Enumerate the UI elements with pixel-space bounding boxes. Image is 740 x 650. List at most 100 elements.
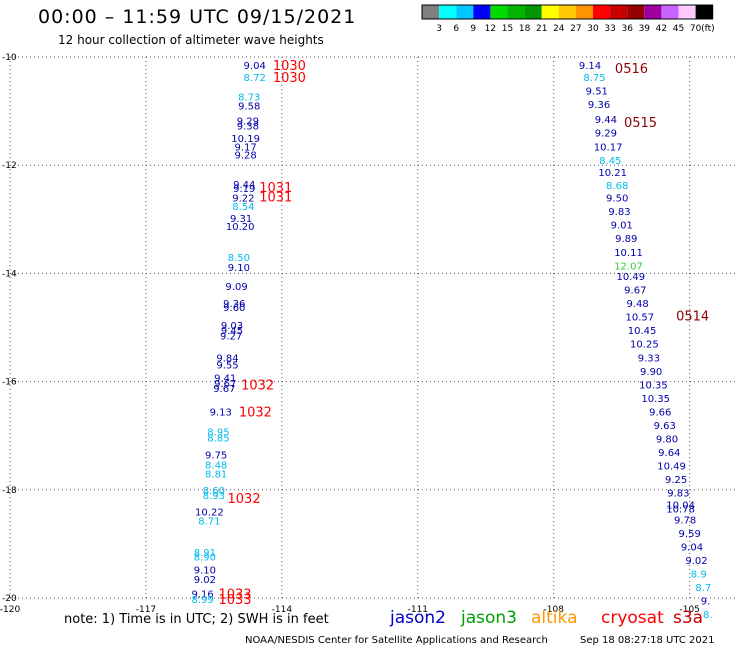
wave-height-point: 10.45 <box>628 326 657 337</box>
wave-height-point: 8. <box>703 610 713 621</box>
colorbar-label: 24 <box>553 24 565 34</box>
wave-height-point: 9.44 <box>233 180 255 191</box>
wave-height-point: 10.17 <box>594 142 623 153</box>
wave-height-point: 9.83 <box>608 207 630 218</box>
y-tick-label: -16 <box>2 378 17 388</box>
wave-height-point: 8.45 <box>599 156 621 167</box>
wave-height-point: 9.64 <box>658 448 680 459</box>
colorbar-swatch <box>593 5 611 19</box>
wave-height-point: 8.54 <box>232 202 254 213</box>
colorbar-label: 6 <box>453 24 459 34</box>
wave-height-point: 8.90 <box>194 552 216 563</box>
wave-height-point: 10.49 <box>616 272 645 283</box>
wave-height-point: 10.11 <box>614 248 643 259</box>
page-subtitle: 12 hour collection of altimeter wave hei… <box>58 33 324 47</box>
wave-height-point: 9.36 <box>588 100 610 111</box>
wave-height-point: 9.02 <box>685 556 707 567</box>
colorbar-swatch <box>473 5 491 19</box>
x-tick-label: -120 <box>0 605 20 615</box>
wave-height-point: 8.91 <box>194 548 216 559</box>
time-label: 0514 <box>676 310 709 325</box>
wave-height-point: 8.60 <box>203 486 225 497</box>
colorbar-swatch <box>627 5 645 19</box>
colorbar-swatch <box>610 5 628 19</box>
time-label: 1033 <box>218 588 251 603</box>
colorbar-label: 9 <box>470 24 476 34</box>
wave-height-point: 9.59 <box>679 529 701 540</box>
wave-height-point: 9.02 <box>194 575 216 586</box>
timestamp: Sep 18 08:27:18 UTC 2021 <box>580 635 715 646</box>
footer-note: note: 1) Time is in UTC; 2) SWH is in fe… <box>64 612 329 627</box>
legend-item-s3a: s3a <box>673 608 704 628</box>
colorbar-label: 42 <box>656 24 667 34</box>
colorbar-swatch <box>456 5 474 19</box>
wave-height-point: 9.14 <box>579 61 601 72</box>
wave-height-point: 9.27 <box>220 332 242 343</box>
colorbar-swatch <box>541 5 559 19</box>
y-tick-label: -10 <box>2 53 17 63</box>
wave-height-point: 9.67 <box>213 384 235 395</box>
wave-height-point: 8.95 <box>207 427 229 438</box>
wave-height-point: 10.35 <box>639 380 668 391</box>
wave-height-point: 9.90 <box>640 367 662 378</box>
legend-item-altika: altika <box>531 608 578 628</box>
wave-height-point: 9.38 <box>237 122 259 133</box>
colorbar-swatch <box>661 5 679 19</box>
colorbar-label: 70 <box>690 24 702 34</box>
wave-height-point: 8.72 <box>244 73 266 84</box>
wave-height-point: 9.10 <box>228 263 250 274</box>
wave-height-point: 12.07 <box>614 261 643 272</box>
time-label: 1032 <box>239 405 272 420</box>
legend-item-cryosat: cryosat <box>601 608 664 628</box>
wave-height-point: 9.29 <box>595 129 617 140</box>
wave-height-point: 10.21 <box>598 168 627 179</box>
wave-height-point: 9.36 <box>223 299 245 310</box>
time-label: 1031 <box>259 191 292 206</box>
wave-height-point: 10.49 <box>657 461 686 472</box>
colorbar-swatch <box>558 5 576 19</box>
wave-height-point: 9.16 <box>191 590 213 601</box>
wave-height-point: 8.85 <box>207 433 229 444</box>
colorbar-label: 18 <box>519 24 531 34</box>
colorbar-swatch <box>644 5 662 19</box>
colorbar-label: 30 <box>587 24 599 34</box>
wave-height-point: 10.19 <box>231 134 260 145</box>
wave-height-point: 9.67 <box>214 379 236 390</box>
colorbar-swatch <box>678 5 696 19</box>
colorbar-label: 27 <box>570 24 581 34</box>
wave-height-point: 10.22 <box>195 507 224 518</box>
credit-line: NOAA/NESDIS Center for Satellite Applica… <box>245 635 548 646</box>
x-tick-label: -111 <box>408 605 428 615</box>
wave-height-point: 10.04 <box>666 500 695 511</box>
wave-height-point: 9.04 <box>681 543 703 554</box>
wave-height-point: 10.35 <box>641 394 670 405</box>
wave-height-point: 9.29 <box>237 116 259 127</box>
wave-height-point: 9.55 <box>216 360 238 371</box>
time-label: 1032 <box>241 378 274 393</box>
wave-height-point: 8.99 <box>191 595 213 606</box>
wave-height-point: 9.22 <box>232 194 254 205</box>
wave-height-point: 9.33 <box>638 353 660 364</box>
wave-height-point: 9.01 <box>611 221 633 232</box>
wave-height-point: 9.78 <box>674 516 696 527</box>
wave-height-point: 9.60 <box>223 303 245 314</box>
x-tick-label: -114 <box>272 605 293 615</box>
time-label: 0516 <box>615 62 648 77</box>
wave-height-point: 9.51 <box>586 87 608 98</box>
wave-height-point: 8.9 <box>691 570 707 581</box>
wave-height-point: 9.75 <box>205 451 227 462</box>
wave-height-point: 10.57 <box>626 313 655 324</box>
wave-height-point: 9.66 <box>649 407 671 418</box>
wave-height-point: 9.19 <box>233 184 255 195</box>
time-label: 1033 <box>218 593 251 608</box>
legend-item-jason3: jason3 <box>461 608 517 628</box>
colorbar-swatch <box>439 5 457 19</box>
page-title: 00:00 – 11:59 UTC 09/15/2021 <box>38 6 357 28</box>
colorbar-label: 3 <box>436 24 442 34</box>
wave-height-point: 10.25 <box>630 340 659 351</box>
colorbar-label: 33 <box>604 24 615 34</box>
colorbar-swatch <box>490 5 508 19</box>
colorbar-label: 12 <box>485 24 496 34</box>
wave-height-point: 9.25 <box>665 475 687 486</box>
colorbar-label: 36 <box>621 24 633 34</box>
